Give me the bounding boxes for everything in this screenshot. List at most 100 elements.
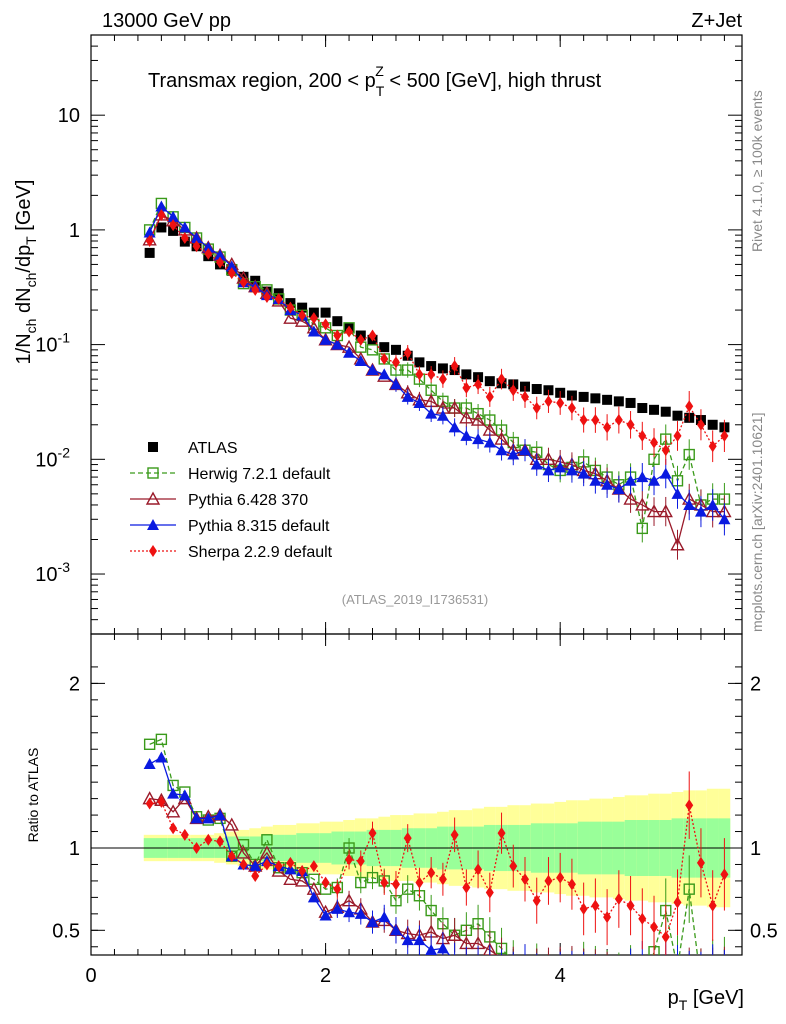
data-point (649, 404, 660, 415)
data-point (390, 344, 401, 355)
data-point (577, 467, 590, 479)
ratio-point (157, 795, 166, 808)
data-point (706, 498, 719, 510)
legend-entry: ATLAS (148, 440, 238, 457)
data-point (648, 474, 661, 486)
data-point (214, 249, 227, 261)
data-point (472, 433, 485, 445)
ratio-point (427, 866, 436, 879)
legend-marker (148, 442, 158, 452)
data-point (646, 504, 662, 518)
data-point (461, 369, 472, 380)
data-point (204, 247, 213, 260)
ratio-point (626, 899, 635, 912)
data-point (190, 231, 203, 243)
ratio-point (462, 881, 471, 894)
data-point (332, 316, 343, 327)
ratio-point (603, 911, 612, 924)
ratio-point (544, 874, 553, 887)
data-point (625, 397, 636, 408)
series-atlas (144, 222, 730, 433)
ratio-point (345, 853, 354, 866)
ratio-point (178, 789, 191, 801)
data-point (216, 256, 225, 269)
data-point (157, 208, 166, 221)
data-point (495, 444, 508, 456)
data-point (459, 410, 474, 424)
side-rivet-label: Rivet 4.1.0, ≥ 100k events (749, 90, 765, 252)
ratio-point (415, 876, 424, 889)
ratio-point (638, 912, 647, 925)
main-series (142, 197, 732, 560)
data-point (507, 448, 520, 460)
ratio-point (283, 871, 298, 885)
ratio-point (413, 934, 426, 946)
ratio-point (438, 873, 447, 886)
legend: ATLAS Herwig 7.2.1 default Pythia 6.428 37… (130, 440, 333, 561)
data-point (638, 429, 647, 442)
data-point (624, 474, 637, 486)
data-point (718, 513, 731, 525)
data-point (567, 402, 576, 415)
data-point (145, 235, 154, 248)
data-point (613, 396, 624, 407)
data-point (660, 406, 671, 417)
plot-title: Transmax region, 200 < pTZ < 500 [GeV], … (148, 63, 602, 99)
data-point (650, 436, 659, 449)
data-point (283, 310, 298, 324)
ratio-point (143, 738, 156, 750)
data-point (225, 260, 238, 272)
ratio-point (169, 822, 178, 835)
data-point (343, 346, 356, 358)
data-point (636, 471, 649, 483)
data-point (391, 356, 400, 369)
ratio-point (155, 751, 168, 763)
ratio-point (261, 834, 273, 846)
data-point (262, 290, 271, 303)
data-point (143, 226, 156, 238)
y-tick-label: 1 (69, 220, 80, 242)
data-point (591, 414, 600, 427)
ratio-point (239, 858, 248, 871)
ratio-point (521, 873, 529, 886)
data-point (178, 221, 191, 233)
data-point (379, 342, 390, 353)
ratio-point (556, 871, 565, 884)
data-point (155, 200, 168, 212)
data-point (333, 329, 342, 342)
ratio-point (331, 902, 344, 914)
ratio-point (274, 860, 283, 873)
ratio-y-label: 0.5 (52, 920, 80, 942)
ratio-point (355, 876, 367, 889)
data-point (251, 283, 260, 296)
ratio-point (447, 927, 462, 941)
ratio-point (378, 911, 391, 923)
ratio-series (142, 733, 729, 955)
plot-frames (90, 34, 743, 956)
y-tick-label: 10-1 (35, 330, 70, 357)
ratio-point (202, 812, 215, 824)
ratio-point (509, 860, 518, 873)
data-point (484, 376, 495, 387)
ratio-sherpa-2-2-9-default (145, 771, 729, 955)
title-sup: Z (375, 63, 384, 79)
data-point (403, 346, 412, 359)
ratio-y-label-right: 0.5 (750, 920, 778, 942)
y-tick-label: 10-3 (35, 559, 70, 586)
data-point (274, 292, 283, 305)
data-point (485, 390, 494, 403)
legend-marker (149, 545, 157, 557)
analysis-watermark: (ATLAS_2019_I1736531) (342, 592, 488, 607)
ylabel-main: 1/Nch dNch/dpT [GeV] (13, 180, 39, 365)
data-point (437, 363, 448, 374)
data-point (414, 357, 425, 368)
data-point (436, 409, 449, 421)
data-point (297, 302, 308, 313)
data-point (565, 464, 578, 476)
ratio-point (485, 886, 494, 899)
data-point (637, 403, 648, 414)
ratio-point (286, 856, 295, 869)
legend-label: Pythia 6.428 370 (188, 492, 308, 509)
legend-marker (145, 491, 161, 505)
data-point (167, 210, 180, 222)
